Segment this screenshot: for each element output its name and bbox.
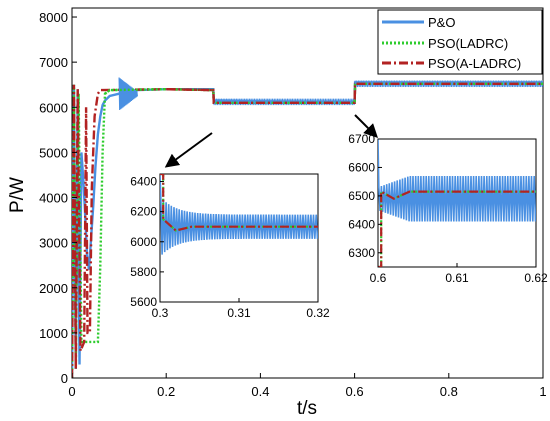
y-tick-label-4: 4000 [39,191,68,206]
inset-0-y-tick-label-1: 5800 [130,265,157,279]
inset-0-x-tick-label-1: 0.31 [227,306,251,320]
x-tick-label-2: 0.4 [251,384,269,399]
x-tick-label-1: 0.2 [157,384,175,399]
inset-1-x-tick-label-2: 0.62 [524,271,548,285]
inset-1-y-tick-label-0: 6300 [348,246,375,260]
inset-1-po-line [378,139,536,222]
y-tick-label-7: 7000 [39,55,68,70]
series-line-top-2 [166,82,543,105]
y-tick-label-5: 5000 [39,145,68,160]
y-tick-label-2: 2000 [39,281,68,296]
y-tick-label-6: 6000 [39,100,68,115]
inset-0-x-tick-label-0: 0.3 [152,306,169,320]
inset-1-y-tick-label-1: 6400 [348,217,375,231]
legend: P&O PSO(LADRC) PSO(A-LADRC) [377,9,543,75]
y-axis-label: P/W [7,177,28,213]
inset-0-y-tick-label-3: 6200 [130,205,157,219]
x-tick-label-5: 1 [539,384,546,399]
y-tick-label-3: 3000 [39,236,68,251]
inset-1-y-tick-label-2: 6500 [348,189,375,203]
inset-0-y-tick-label-2: 6000 [130,235,157,249]
zoom-arrow-left [164,132,213,168]
x-axis-label: t/s [297,398,317,419]
inset-0-po-line [160,174,318,255]
x-tick-label-4: 0.8 [440,384,458,399]
zoom-arrow-right [354,114,378,138]
inset-1-x-tick-label-0: 0.6 [370,271,387,285]
inset-0-y-tick-label-0: 5600 [130,295,157,309]
inset-0-x-tick-label-2: 0.32 [306,306,330,320]
legend-label-pso-aladrc: PSO(A-LADRC) [428,56,521,71]
y-tick-label-1: 1000 [39,326,68,341]
legend-label-pso-ladrc: PSO(LADRC) [428,36,508,51]
inset-0-pso-aladrc-line [160,174,318,232]
inset-1-x-tick-label-1: 0.61 [445,271,469,285]
x-tick-label-3: 0.6 [346,384,364,399]
legend-label-po: P&O [428,15,455,30]
inset-0-y-tick-label-4: 6400 [130,175,157,189]
inset-1-y-tick-label-4: 6700 [348,132,375,146]
po-oscillation [118,77,138,111]
y-tick-label-8: 8000 [39,10,68,25]
inset-1-pso-aladrc-line [378,189,536,267]
inset-1-y-tick-label-3: 6600 [348,160,375,174]
y-tick-label-0: 0 [61,371,68,386]
x-tick-label-0: 0 [68,384,75,399]
series-line-1 [72,82,543,378]
